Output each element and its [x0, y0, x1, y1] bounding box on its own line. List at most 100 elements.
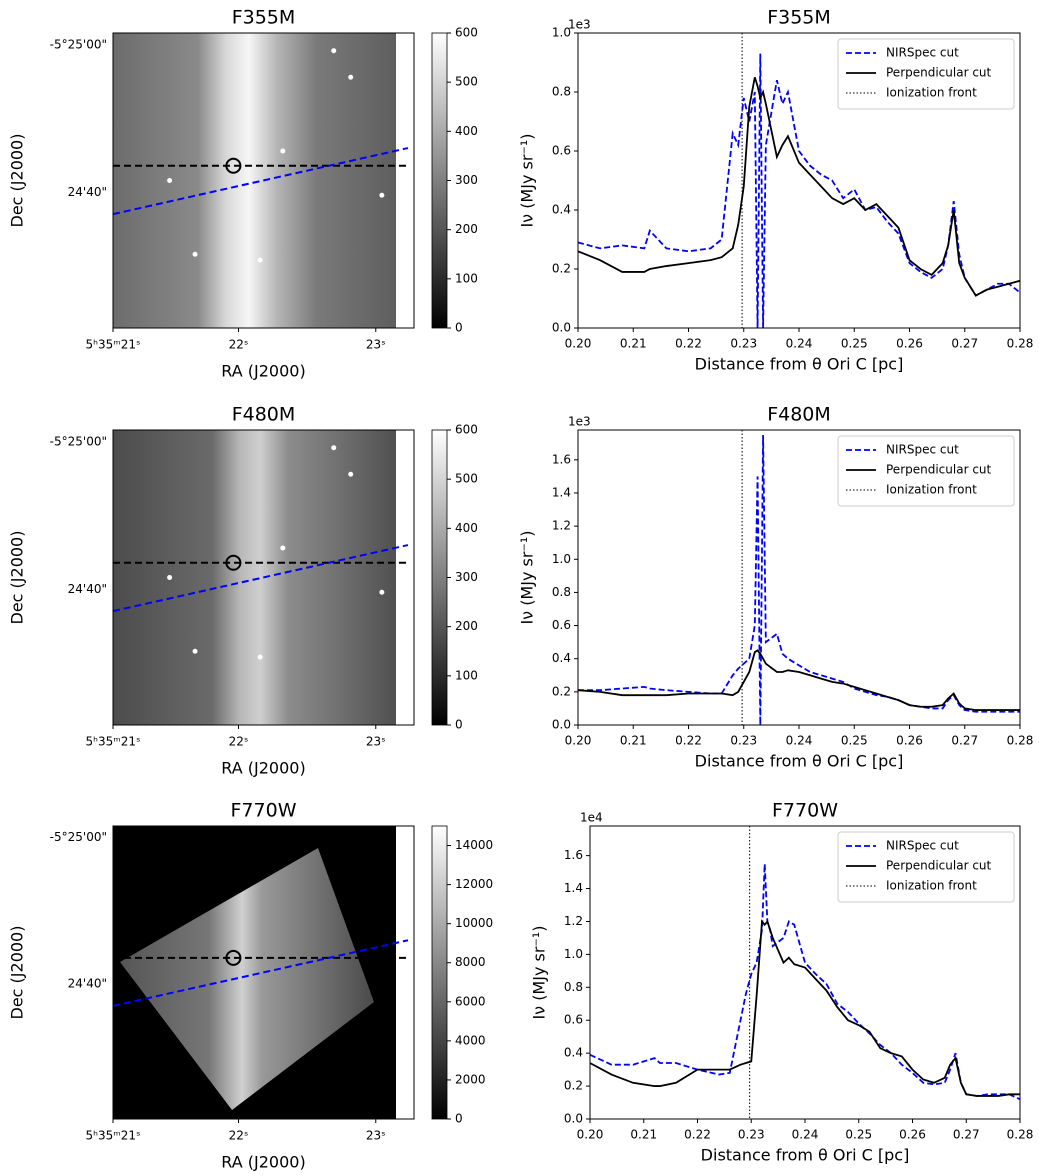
image [113, 430, 396, 725]
y-tick-label: 1.4 [564, 881, 583, 895]
y-tick-label: 1.2 [552, 519, 571, 533]
series-line [578, 53, 1020, 328]
colorbar-tick-label: 600 [455, 423, 478, 437]
colorbar-tick-label: 300 [455, 570, 478, 584]
x-tick-label: 0.26 [896, 337, 923, 351]
y-tick-label: 0.4 [552, 651, 571, 665]
y-tick-label: 0.0 [552, 718, 571, 732]
colorbar-tick-label: 8000 [455, 955, 486, 969]
cut-nirspec [112, 939, 409, 1007]
y-axis-label: Iν (MJy sr⁻¹) [518, 133, 537, 227]
panel-title: F480M [767, 404, 831, 426]
y-tick-label: 24'40" [68, 185, 107, 199]
x-tick-label: 0.22 [675, 734, 702, 748]
x-axis-label: Distance from θ Ori C [pc] [695, 752, 904, 771]
x-tick-label: 22ˢ [229, 1129, 249, 1143]
legend [837, 435, 1015, 507]
image [113, 33, 396, 328]
star [331, 48, 337, 54]
y-tick-label: 1.6 [564, 848, 583, 862]
legend [837, 38, 1015, 110]
x-axis-label: RA (J2000) [221, 362, 305, 381]
star [192, 648, 198, 654]
x-tick-label: 0.20 [565, 337, 592, 351]
x-axis-label: RA (J2000) [221, 759, 305, 778]
y-tick-label: 0.6 [552, 618, 571, 632]
theta-ori-marker [225, 949, 242, 966]
plot-frame [589, 825, 1021, 1120]
colorbar-tick-label: 100 [455, 668, 478, 682]
panel-title: F355M [767, 7, 831, 29]
theta-ori-marker [225, 554, 242, 571]
x-tick-label: 0.28 [1007, 1128, 1034, 1142]
star [192, 251, 198, 257]
panel-title: F355M [232, 7, 296, 29]
x-tick-label: 5ʰ35ᵐ21ˢ [86, 1129, 141, 1143]
colorbar [431, 825, 448, 1120]
x-tick-label: 0.25 [841, 337, 868, 351]
x-tick-label: 23ˢ [366, 1129, 386, 1143]
series-line [578, 76, 1020, 297]
x-axis-label: RA (J2000) [221, 1153, 305, 1172]
x-tick-label: 0.21 [630, 1128, 657, 1142]
x-tick-label: 0.23 [738, 1128, 765, 1142]
colorbar-tick-label: 14000 [455, 838, 493, 852]
x-tick-label: 0.24 [786, 734, 813, 748]
star [167, 575, 173, 580]
colorbar-tick-label: 12000 [455, 877, 493, 891]
legend-label: Perpendicular cut [886, 859, 992, 873]
colorbar-tick-label: 200 [455, 222, 478, 236]
y-tick-label: 0.2 [552, 262, 571, 276]
y-tick-label: 24'40" [68, 977, 107, 991]
legend-label: Ionization front [886, 86, 977, 100]
colorbar-tick-label: 200 [455, 619, 478, 633]
panel-title: F480M [232, 404, 296, 426]
x-tick-label: 22ˢ [229, 338, 249, 352]
star [257, 257, 263, 263]
y-tick-label: 1.4 [552, 485, 571, 499]
x-tick-label: 0.27 [951, 734, 978, 748]
y-tick-label: 1.2 [564, 914, 583, 928]
panel-title: F770W [231, 800, 297, 822]
y-axis-label: Dec (J2000) [8, 926, 27, 1020]
y-offset-label: 1e3 [568, 415, 591, 429]
legend-label: Ionization front [886, 483, 977, 497]
x-tick-label: 0.22 [675, 337, 702, 351]
y-tick-label: 24'40" [68, 582, 107, 596]
x-tick-label: 0.28 [1007, 337, 1034, 351]
x-tick-label: 5ʰ35ᵐ21ˢ [86, 338, 141, 352]
x-tick-label: 0.24 [786, 337, 813, 351]
plot-frame [577, 429, 1021, 726]
x-tick-label: 0.24 [792, 1128, 819, 1142]
colorbar-tick-label: 0 [455, 321, 463, 335]
cut-nirspec [112, 544, 409, 613]
y-tick-label: 0.6 [564, 1013, 583, 1027]
colorbar-tick-label: 500 [455, 75, 478, 89]
y-tick-label: 1.0 [564, 947, 583, 961]
image-frame [112, 32, 415, 329]
y-tick-label: 0.2 [552, 684, 571, 698]
colorbar-tick-label: 6000 [455, 994, 486, 1008]
y-tick-label: 1.0 [552, 552, 571, 566]
star [167, 178, 173, 183]
image-frame [112, 429, 415, 726]
legend [837, 831, 1015, 903]
legend-label: NIRSpec cut [886, 46, 959, 60]
panel-title: F770W [772, 800, 838, 822]
y-axis-label: Iν (MJy sr⁻¹) [530, 925, 549, 1019]
series-line [578, 649, 1020, 711]
y-tick-label: 0.4 [552, 203, 571, 217]
colorbar-tick-label: 400 [455, 521, 478, 535]
x-tick-label: 0.23 [730, 337, 757, 351]
star [257, 654, 263, 660]
y-axis-label: Iν (MJy sr⁻¹) [518, 530, 537, 624]
star [280, 148, 286, 154]
y-tick-label: 0.8 [564, 980, 583, 994]
x-tick-label: 0.27 [953, 1128, 980, 1142]
y-axis-label: Dec (J2000) [8, 134, 27, 228]
y-tick-label: 0.8 [552, 85, 571, 99]
y-axis-label: Dec (J2000) [8, 531, 27, 625]
colorbar-tick-label: 600 [455, 26, 478, 40]
star [379, 192, 385, 198]
